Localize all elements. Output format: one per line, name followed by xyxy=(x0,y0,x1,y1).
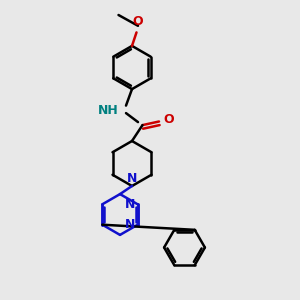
Text: N: N xyxy=(125,198,135,211)
Text: O: O xyxy=(133,15,143,28)
Text: O: O xyxy=(164,112,174,126)
Text: NH: NH xyxy=(98,103,118,117)
Text: N: N xyxy=(127,172,137,184)
Text: N: N xyxy=(125,218,135,231)
